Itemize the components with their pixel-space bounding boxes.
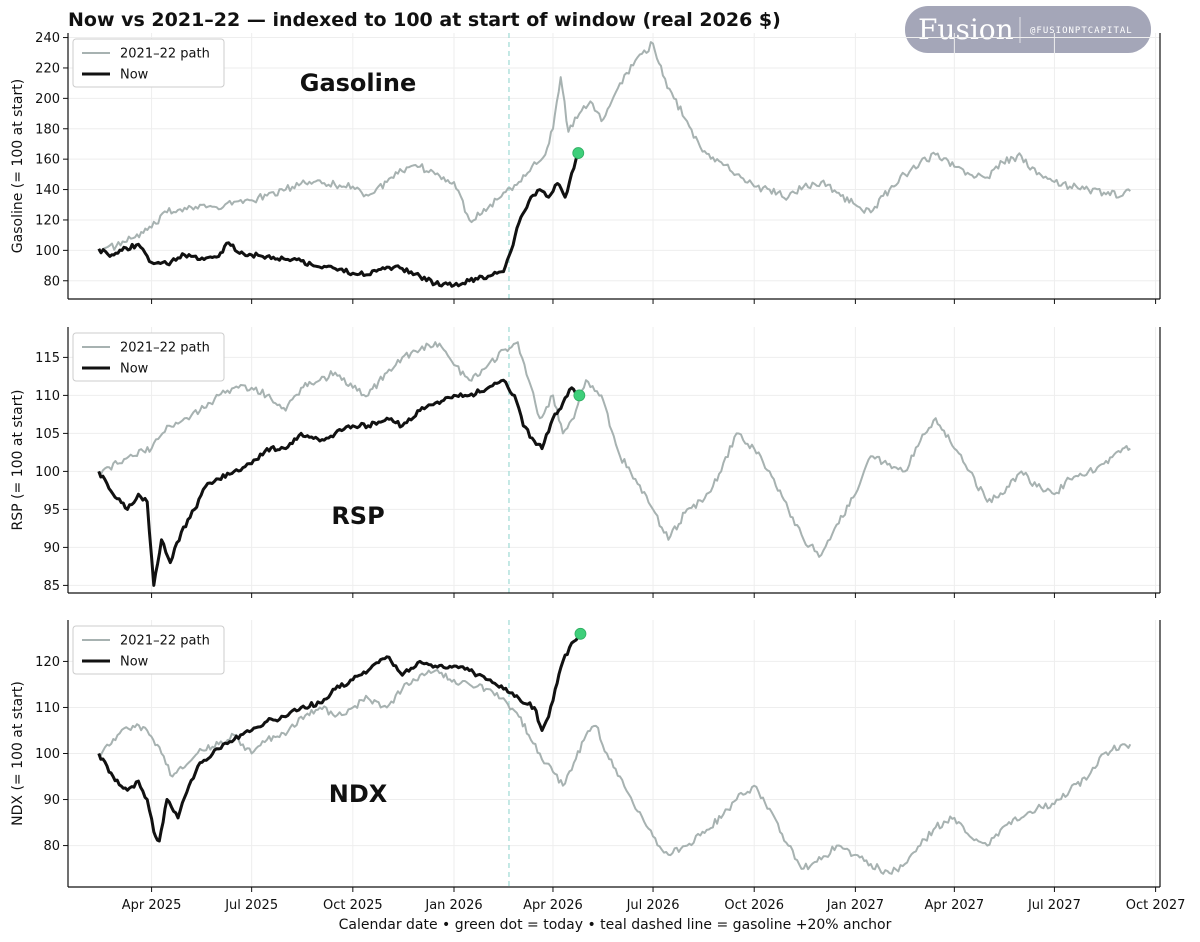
legend: 2021–22 path Now	[72, 38, 225, 88]
x-tick-label: Jan 2027	[826, 898, 884, 913]
x-tick-label: Apr 2025	[122, 898, 182, 913]
today-dot	[574, 627, 587, 640]
x-tick-label: Oct 2026	[724, 898, 784, 913]
panel-label: NDX	[329, 780, 388, 808]
x-tick-label: Oct 2027	[1126, 898, 1186, 913]
panel-label: Gasoline	[300, 69, 416, 97]
legend: 2021–22 path Now	[72, 332, 225, 382]
y-tick-label: 80	[43, 839, 60, 854]
x-tick-label: Jul 2026	[626, 898, 680, 913]
y-axis-label: Gasoline (= 100 at start)	[10, 79, 26, 253]
y-tick-label: 100	[35, 465, 60, 480]
legend-entry: Now	[120, 655, 149, 670]
legend-box	[72, 625, 225, 675]
y-tick-label: 115	[35, 351, 60, 366]
y-axis-label: RSP (= 100 at start)	[10, 390, 26, 531]
y-tick-label: 200	[35, 92, 60, 107]
y-tick-label: 110	[35, 389, 60, 404]
legend-entry: Now	[120, 68, 149, 83]
x-tick-label: Jul 2025	[224, 898, 278, 913]
logo-name: Fusion	[918, 13, 1014, 46]
y-tick-label: 160	[35, 153, 60, 168]
series-line-2021-22	[97, 41, 1131, 255]
panel-gasoline: 80 100 120 140 160 180 200 220 240 Gasoline (= 10…	[10, 31, 1161, 304]
x-tick-label: Apr 2026	[523, 898, 583, 913]
x-tick-label: Jan 2026	[424, 898, 482, 913]
y-tick-label: 220	[35, 61, 60, 76]
chart-panels: 80 100 120 140 160 180 200 220 240 Gasoline (= 10…	[10, 31, 1185, 913]
y-tick-label: 100	[35, 747, 60, 762]
logo-handle: @FUSIONPTCAPITAL	[1030, 26, 1133, 36]
x-axis-label: Calendar date • green dot = today • teal…	[339, 917, 892, 933]
series-line-now	[97, 632, 582, 843]
series-line-now	[97, 378, 581, 587]
y-tick-label: 180	[35, 122, 60, 137]
y-tick-label: 120	[35, 213, 60, 228]
x-tick-label: Apr 2027	[924, 898, 984, 913]
legend-entry: 2021–22 path	[120, 634, 210, 649]
y-axis-label: NDX (= 100 at start)	[10, 681, 26, 826]
x-tick-label: Jul 2027	[1027, 898, 1081, 913]
panel-rsp: 85 90 95 100 105 110 115 RSP (= 100 at start) RS…	[10, 327, 1161, 598]
y-tick-label: 85	[43, 579, 60, 594]
y-tick-label: 80	[43, 274, 60, 289]
legend-entry: 2021–22 path	[120, 47, 210, 62]
legend-entry: Now	[120, 362, 149, 377]
series-line-2021-22	[98, 669, 1132, 875]
y-tick-label: 105	[35, 427, 60, 442]
series-line-now	[97, 152, 580, 288]
x-tick-label: Oct 2025	[323, 898, 383, 913]
y-tick-label: 140	[35, 183, 60, 198]
today-dot	[573, 389, 586, 402]
y-tick-label: 120	[35, 655, 60, 670]
y-tick-label: 110	[35, 701, 60, 716]
chart-title: Now vs 2021–22 — indexed to 100 at start…	[68, 9, 781, 31]
legend-entry: 2021–22 path	[120, 341, 210, 356]
logo-badge: Fusion @FUSIONPTCAPITAL	[905, 6, 1151, 53]
today-dot	[572, 147, 585, 159]
series-line-2021-22	[98, 341, 1131, 558]
panel-ndx: 80 90 100 110 120 Apr 2025 Jul 2025 Oct 2025 Jan…	[10, 620, 1185, 913]
y-tick-label: 90	[43, 541, 60, 556]
legend-box	[72, 332, 225, 382]
y-tick-label: 90	[43, 793, 60, 808]
logo-background	[905, 6, 1151, 53]
y-tick-label: 100	[35, 244, 60, 259]
legend-box	[72, 38, 225, 88]
legend: 2021–22 path Now	[72, 625, 225, 675]
panel-label: RSP	[331, 502, 384, 530]
y-tick-label: 95	[43, 503, 60, 518]
y-tick-label: 240	[35, 31, 60, 46]
